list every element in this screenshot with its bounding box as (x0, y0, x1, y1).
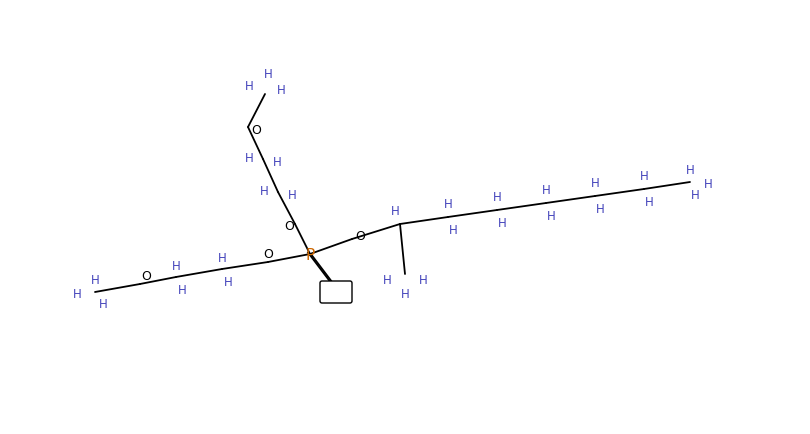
Text: O: O (355, 230, 365, 243)
Text: O: O (251, 123, 261, 136)
Text: H: H (595, 203, 604, 216)
Text: H: H (263, 68, 272, 81)
Text: H: H (382, 274, 391, 287)
Text: H: H (73, 288, 81, 301)
Text: H: H (91, 274, 100, 287)
Text: H: H (260, 185, 268, 198)
Text: H: H (645, 196, 654, 209)
FancyBboxPatch shape (320, 281, 352, 303)
Text: H: H (245, 80, 254, 93)
Text: H: H (99, 298, 108, 311)
Text: H: H (704, 178, 712, 191)
Text: H: H (691, 189, 699, 202)
Text: O: O (263, 247, 273, 260)
Text: H: H (685, 163, 694, 176)
Text: O: O (284, 220, 294, 233)
Text: H: H (444, 198, 452, 211)
Text: H: H (401, 288, 409, 301)
Text: H: H (172, 259, 181, 272)
Text: H: H (288, 189, 296, 202)
Text: H: H (177, 283, 186, 296)
Text: H: H (218, 251, 226, 264)
Text: H: H (277, 83, 285, 96)
Text: H: H (547, 210, 556, 223)
Text: H: H (590, 177, 599, 190)
Text: H: H (224, 275, 232, 288)
Text: H: H (640, 170, 648, 183)
Text: H: H (419, 274, 428, 287)
Text: P: P (305, 247, 314, 262)
Text: H: H (497, 217, 506, 230)
Text: H: H (542, 184, 550, 197)
Text: H: H (273, 156, 281, 169)
Text: H: H (245, 152, 254, 165)
Text: O: O (141, 270, 151, 283)
Text: H: H (449, 224, 458, 237)
Text: H: H (390, 205, 399, 218)
Text: Abs: Abs (326, 287, 346, 297)
Text: H: H (492, 191, 501, 204)
